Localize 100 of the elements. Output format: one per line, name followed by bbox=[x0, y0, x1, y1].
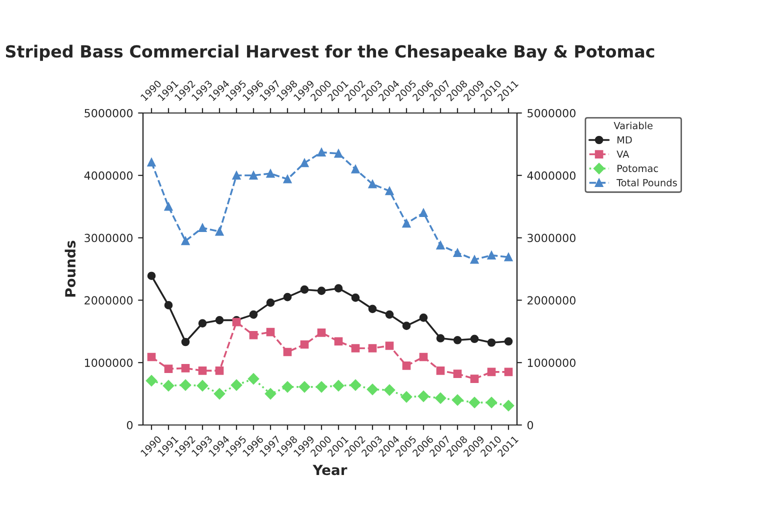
point bbox=[452, 394, 464, 406]
point bbox=[283, 174, 292, 184]
point bbox=[334, 337, 343, 346]
point bbox=[147, 158, 156, 166]
point bbox=[470, 374, 479, 383]
legend-label: VA bbox=[616, 150, 630, 158]
point bbox=[196, 380, 208, 392]
legend-label: Total Pounds bbox=[616, 178, 677, 186]
legend-title: Variable bbox=[614, 122, 653, 130]
y-tick-label: 1000000 bbox=[85, 358, 133, 367]
point bbox=[162, 380, 174, 392]
point bbox=[366, 384, 378, 396]
point bbox=[385, 342, 394, 350]
point bbox=[402, 322, 411, 330]
point bbox=[402, 362, 411, 370]
y2-tick-label: 5000000 bbox=[528, 108, 576, 118]
point bbox=[264, 388, 276, 400]
point bbox=[436, 334, 445, 342]
point bbox=[470, 334, 479, 344]
point bbox=[283, 348, 292, 356]
point bbox=[400, 391, 412, 403]
point bbox=[198, 224, 207, 232]
point bbox=[453, 248, 462, 257]
point bbox=[230, 379, 242, 391]
point bbox=[504, 337, 513, 346]
point bbox=[453, 336, 462, 344]
y2-tick-label: 1000000 bbox=[528, 358, 576, 367]
point bbox=[214, 388, 226, 400]
point bbox=[181, 338, 190, 346]
point bbox=[164, 301, 173, 310]
point bbox=[266, 169, 275, 178]
point bbox=[215, 227, 224, 236]
point bbox=[470, 255, 479, 264]
point bbox=[181, 364, 190, 372]
point bbox=[266, 328, 275, 336]
point bbox=[502, 400, 514, 412]
point bbox=[351, 294, 360, 302]
point bbox=[146, 375, 158, 386]
legend-label: MD bbox=[618, 136, 632, 144]
y2-tick-label: 3000000 bbox=[528, 234, 576, 242]
point bbox=[418, 390, 430, 402]
point bbox=[368, 344, 377, 352]
point bbox=[317, 286, 326, 296]
point bbox=[487, 338, 496, 347]
point bbox=[283, 292, 292, 302]
point bbox=[384, 384, 396, 396]
point bbox=[317, 328, 326, 337]
point bbox=[504, 368, 513, 376]
point bbox=[486, 396, 498, 408]
y-tick-label: 0 bbox=[126, 420, 133, 430]
point bbox=[436, 366, 445, 375]
point bbox=[317, 148, 326, 156]
point bbox=[180, 379, 192, 391]
y-tick-label: 5000000 bbox=[84, 108, 133, 118]
point bbox=[334, 284, 343, 293]
point bbox=[147, 272, 156, 280]
point bbox=[249, 171, 258, 180]
point bbox=[300, 158, 309, 168]
point bbox=[487, 368, 496, 376]
point bbox=[368, 180, 377, 188]
point bbox=[282, 381, 294, 393]
point bbox=[351, 164, 360, 174]
chart-title: Striped Bass Commercial Harvest for the Chesapeake Bay & Potomac bbox=[6, 44, 654, 62]
point bbox=[419, 208, 428, 218]
point bbox=[434, 392, 446, 404]
point bbox=[334, 149, 343, 158]
point bbox=[164, 202, 173, 211]
legend-label: Potomac bbox=[618, 164, 658, 172]
point bbox=[249, 330, 258, 340]
point bbox=[419, 314, 428, 322]
point bbox=[316, 381, 328, 393]
y-tick-label: 3000000 bbox=[84, 234, 133, 242]
point bbox=[402, 219, 411, 228]
y2-tick-label: 0 bbox=[527, 420, 534, 430]
point bbox=[215, 316, 224, 324]
point bbox=[198, 319, 207, 328]
point bbox=[436, 241, 445, 250]
y2-tick-label: 4000000 bbox=[527, 171, 576, 180]
point bbox=[266, 298, 275, 307]
y2-tick-label: 2000000 bbox=[528, 296, 576, 305]
point bbox=[147, 352, 156, 362]
y-tick-label: 4000000 bbox=[84, 171, 133, 180]
point bbox=[300, 340, 309, 349]
point bbox=[385, 186, 394, 196]
point bbox=[232, 171, 241, 180]
point bbox=[198, 366, 207, 375]
point bbox=[453, 370, 462, 378]
point bbox=[351, 344, 360, 352]
point bbox=[385, 310, 394, 319]
point bbox=[468, 396, 480, 408]
y-axis-title: Pounds bbox=[64, 240, 76, 297]
point bbox=[504, 252, 513, 262]
point bbox=[368, 304, 377, 314]
point bbox=[181, 236, 190, 246]
point bbox=[419, 352, 428, 362]
y-tick-label: 2000000 bbox=[84, 296, 133, 305]
point bbox=[215, 366, 224, 375]
point bbox=[487, 251, 496, 260]
point bbox=[300, 285, 309, 294]
x-axis-title: Year bbox=[312, 464, 348, 476]
